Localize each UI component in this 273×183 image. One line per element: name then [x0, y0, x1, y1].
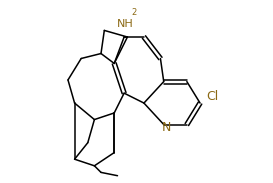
Text: 2: 2: [132, 8, 137, 17]
Text: N: N: [162, 121, 171, 134]
Text: Cl: Cl: [206, 90, 218, 103]
Text: NH: NH: [117, 19, 133, 29]
